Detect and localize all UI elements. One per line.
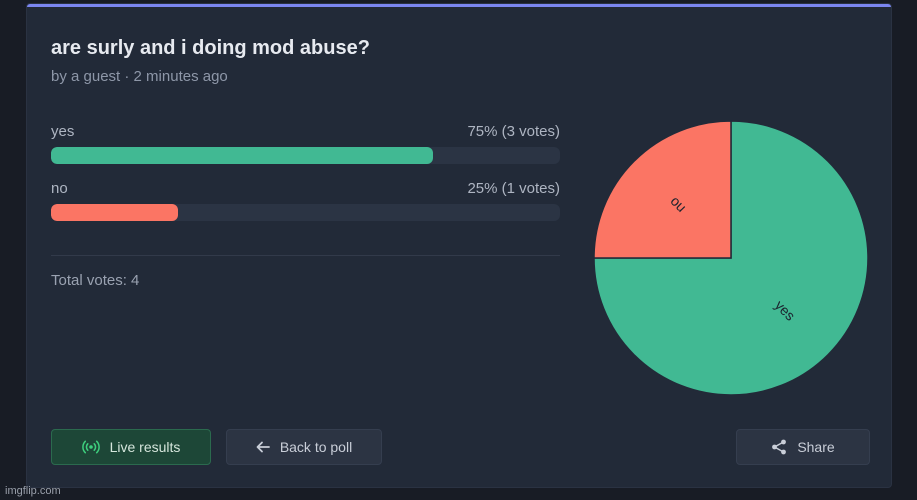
option-label: yes [51, 123, 75, 140]
watermark: imgflip.com [5, 485, 61, 497]
divider [51, 255, 560, 256]
progress-fill-no [51, 204, 179, 221]
progress-fill-yes [51, 147, 433, 164]
progress-track [51, 147, 560, 164]
share-label: Share [797, 439, 835, 455]
option-label: no [51, 180, 68, 197]
broadcast-icon [81, 440, 100, 454]
poll-meta: by a guest · 2 minutes ago [51, 68, 228, 85]
live-results-button[interactable]: Live results [51, 429, 211, 465]
back-to-poll-button[interactable]: Back to poll [226, 429, 382, 465]
total-votes: Total votes: 4 [51, 272, 140, 289]
option-stat: 75% (3 votes) [467, 123, 560, 140]
share-button[interactable]: Share [736, 429, 870, 465]
share-icon [771, 439, 787, 455]
option-stat: 25% (1 votes) [467, 180, 560, 197]
accent-bar [27, 4, 891, 7]
live-results-label: Live results [109, 439, 181, 455]
poll-results-card: are surly and i doing mod abuse? by a gu… [26, 3, 892, 488]
poll-title: are surly and i doing mod abuse? [51, 37, 370, 59]
pie-slice-yes [593, 120, 869, 396]
progress-track [51, 204, 560, 221]
pie-slice-no [593, 120, 732, 259]
arrow-left-icon [256, 441, 270, 453]
back-to-poll-label: Back to poll [279, 439, 353, 455]
